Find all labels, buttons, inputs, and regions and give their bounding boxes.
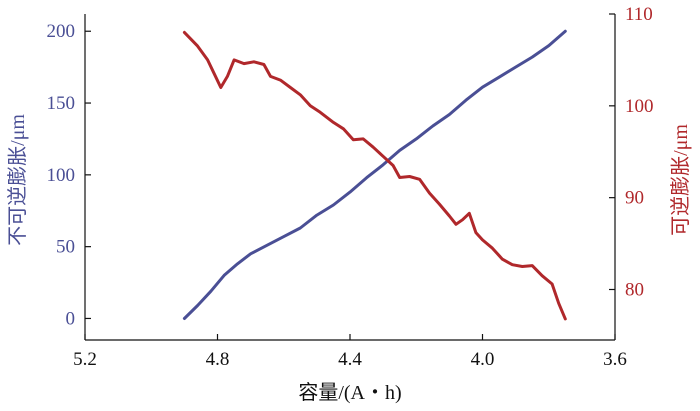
left-tick-label: 100: [47, 165, 76, 186]
x-axis-ticks: 5.2 4.8 4.4 4.0 3.6: [73, 334, 627, 370]
left-axis-ticks: 0 50 100 150 200: [47, 21, 91, 329]
right-tick-label: 100: [625, 96, 654, 117]
left-tick-label: 50: [56, 237, 75, 258]
axes: [84, 14, 616, 341]
x-tick-label: 4.8: [206, 349, 230, 370]
left-tick-label: 150: [47, 93, 76, 114]
x-tick-label: 3.6: [603, 349, 627, 370]
x-axis-title: 容量/(A・h): [298, 381, 401, 404]
left-tick-label: 0: [66, 308, 76, 329]
left-axis-title: 不可逆膨胀/μm: [6, 114, 29, 246]
left-tick-label: 200: [47, 21, 76, 42]
series-lines: [182, 29, 567, 321]
x-tick-label: 4.0: [471, 349, 495, 370]
reversible-expansion-line: [182, 30, 567, 321]
right-tick-label: 80: [625, 279, 644, 300]
x-tick-label: 5.2: [73, 349, 97, 370]
irreversible-expansion-line: [182, 29, 567, 320]
right-tick-label: 110: [625, 4, 653, 25]
right-axis-title: 可逆膨胀/μm: [669, 124, 692, 236]
right-tick-label: 90: [625, 188, 644, 209]
x-tick-label: 4.4: [338, 349, 362, 370]
right-axis-ticks: 80 90 100 110: [609, 4, 654, 300]
